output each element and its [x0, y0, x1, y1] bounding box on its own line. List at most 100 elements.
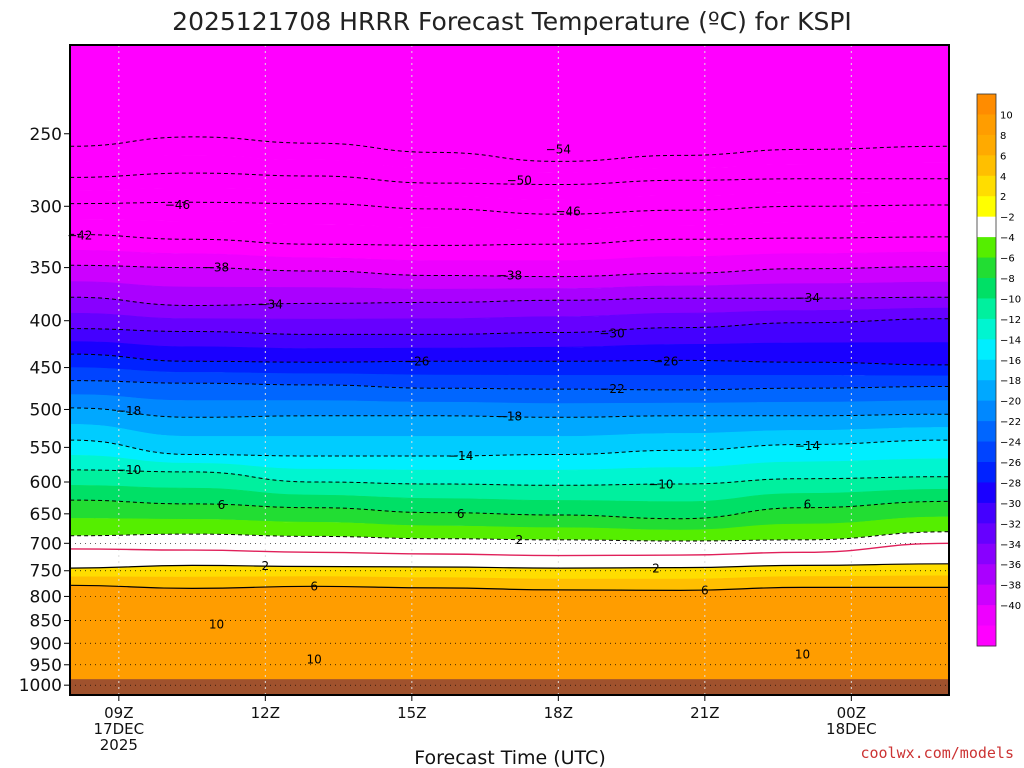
colorbar-label: 8	[1000, 131, 1006, 142]
colorbar-segment	[977, 196, 996, 218]
x-tick-label: 09Z	[104, 704, 133, 722]
colorbar-label: −22	[1000, 417, 1021, 428]
contour-line	[69, 264, 950, 278]
colorbar-label: −6	[1000, 254, 1015, 265]
contour-label: −50	[507, 173, 532, 187]
colorbar-label: −8	[1000, 274, 1015, 285]
colorbar-label: −14	[1000, 335, 1021, 346]
contour-label: 10	[209, 617, 224, 631]
y-tick-label: 800	[30, 587, 62, 607]
colorbar-label: −12	[1000, 315, 1021, 326]
colorbar-label: 6	[1000, 151, 1006, 162]
x-tick-label: 18Z	[544, 704, 573, 722]
colorbar-label: −2	[1000, 213, 1015, 224]
contour-label: −34	[258, 297, 283, 311]
colorbar-label: −24	[1000, 438, 1021, 449]
colorbar-label: −36	[1000, 560, 1021, 571]
x-tick-label: 18DEC	[826, 720, 877, 738]
y-tick-label: 250	[30, 125, 62, 145]
contour-label: 2	[262, 559, 270, 573]
colorbar-segment	[977, 543, 996, 565]
colorbar-segment	[977, 318, 996, 340]
colorbar-segment	[977, 380, 996, 402]
colorbar-segment	[977, 237, 996, 259]
y-axis: 2503003504004505005506006507007508008509…	[19, 125, 70, 696]
contour-line	[69, 201, 950, 215]
x-tick-label: 21Z	[690, 704, 719, 722]
colorbar-segment	[977, 298, 996, 320]
colorbar-segment	[977, 441, 996, 463]
contour-line	[69, 318, 950, 335]
contour-label: −46	[165, 198, 190, 212]
y-tick-label: 450	[30, 359, 62, 379]
colorbar-label: −26	[1000, 458, 1021, 469]
colorbar-label: 2	[1000, 192, 1006, 203]
colorbar-segment	[977, 216, 996, 238]
colorbar-segment	[977, 462, 996, 483]
y-tick-label: 350	[30, 259, 62, 279]
colorbar-label: −18	[1000, 376, 1021, 387]
contour-label: 10	[795, 648, 810, 662]
contour-label: −14	[448, 449, 473, 463]
contour-labels: −54 −50 −46 −46 −42 −38 −38 −34 −34 −30 −26 −26 −22 −…	[67, 142, 820, 666]
colorbar-segment	[977, 114, 996, 136]
colorbar-segment	[977, 625, 996, 647]
x-tick-label: 00Z	[837, 704, 866, 722]
contour-label: 6	[804, 498, 812, 512]
contour-label: 6	[701, 583, 709, 597]
contour-line	[69, 531, 950, 542]
x-tick-label: 15Z	[397, 704, 426, 722]
contour-label: −10	[648, 478, 673, 492]
colorbar-segment	[977, 584, 996, 606]
contour-label: −42	[67, 229, 92, 243]
contour-line	[69, 136, 950, 162]
y-tick-label: 950	[30, 656, 62, 676]
colorbar-segment	[977, 134, 996, 156]
plot-area: −54 −50 −46 −46 −42 −38 −38 −34 −34 −30 −26 −26 −22 −…	[67, 44, 950, 696]
colorbar-label: −32	[1000, 519, 1021, 530]
contour-line	[69, 563, 950, 569]
contour-label: −18	[497, 410, 522, 424]
y-tick-label: 700	[30, 534, 62, 554]
contour-label: −10	[116, 463, 141, 477]
colorbar-label: −16	[1000, 356, 1021, 367]
contour-line	[69, 296, 950, 307]
contour-label: −46	[555, 205, 580, 219]
y-tick-label: 750	[30, 562, 62, 582]
colorbar-segment	[977, 94, 996, 115]
contour-label: −22	[599, 382, 624, 396]
contour-label: 6	[218, 498, 226, 512]
contour-line	[69, 439, 950, 457]
chart-title: 2025121708 HRRR Forecast Temperature (ºC…	[172, 7, 852, 36]
colorbar-segment	[977, 359, 996, 381]
colorbar-label: −10	[1000, 294, 1021, 305]
colorbar-segment	[977, 482, 996, 504]
x-tick-label: 17DEC	[94, 720, 145, 738]
y-tick-label: 400	[30, 312, 62, 332]
temperature-band	[69, 584, 950, 696]
contour-line	[69, 353, 950, 366]
contour-label: 2	[515, 533, 523, 547]
contour-line	[69, 469, 950, 486]
contour-line	[69, 499, 950, 520]
colorbar-segment	[977, 523, 996, 545]
colorbar-label: −38	[1000, 581, 1021, 592]
y-tick-label: 1000	[19, 676, 62, 696]
contour-line	[69, 233, 950, 246]
contour-lines	[69, 136, 950, 592]
colorbar-segment	[977, 155, 996, 177]
contour-label: −30	[599, 326, 624, 340]
freezing-line	[69, 542, 950, 557]
colorbar-label: −28	[1000, 478, 1021, 489]
plot-frame	[69, 44, 950, 696]
contour-label: −34	[795, 291, 820, 305]
colorbar-segment	[977, 605, 996, 627]
y-tick-label: 900	[30, 634, 62, 654]
x-tick-label: 2025	[100, 736, 138, 754]
y-tick-label: 650	[30, 505, 62, 525]
colorbar-segment	[977, 257, 996, 279]
contour-label: −14	[795, 439, 820, 453]
contour-label: 2	[652, 562, 660, 576]
colorbar-label: −40	[1000, 601, 1021, 612]
